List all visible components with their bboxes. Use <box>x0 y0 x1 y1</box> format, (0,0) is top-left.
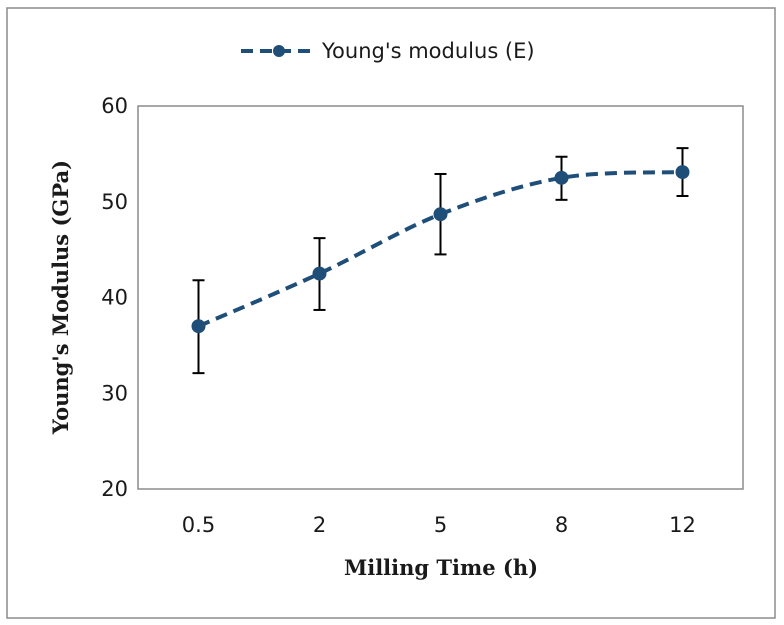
data-point <box>312 266 327 281</box>
x-tick-label: 8 <box>555 513 568 537</box>
legend-marker <box>273 45 285 57</box>
y-tick-label: 50 <box>101 190 128 214</box>
y-tick-label: 40 <box>101 286 128 310</box>
legend-label: Young's modulus (E) <box>321 39 535 63</box>
legend: Young's modulus (E) <box>241 39 535 63</box>
x-axis-title: Milling Time (h) <box>344 555 538 580</box>
data-point <box>191 319 206 334</box>
y-tick-label: 60 <box>101 94 128 118</box>
data-point <box>554 170 569 185</box>
x-axis-ticks: 0.5 2 5 8 12 <box>182 513 696 537</box>
y-tick-label: 20 <box>101 477 128 501</box>
data-point <box>675 165 690 180</box>
x-tick-label: 2 <box>313 513 326 537</box>
x-tick-label: 12 <box>669 513 696 537</box>
chart-frame <box>6 7 776 619</box>
data-point <box>433 207 448 222</box>
y-tick-label: 30 <box>101 381 128 405</box>
x-tick-label: 5 <box>434 513 447 537</box>
series-layer <box>191 147 690 375</box>
y-axis-title: Young's Modulus (GPa) <box>48 160 73 435</box>
plot-area <box>137 105 744 490</box>
y-axis-ticks: 20 30 40 50 60 <box>101 94 128 501</box>
x-tick-label: 0.5 <box>182 513 215 537</box>
